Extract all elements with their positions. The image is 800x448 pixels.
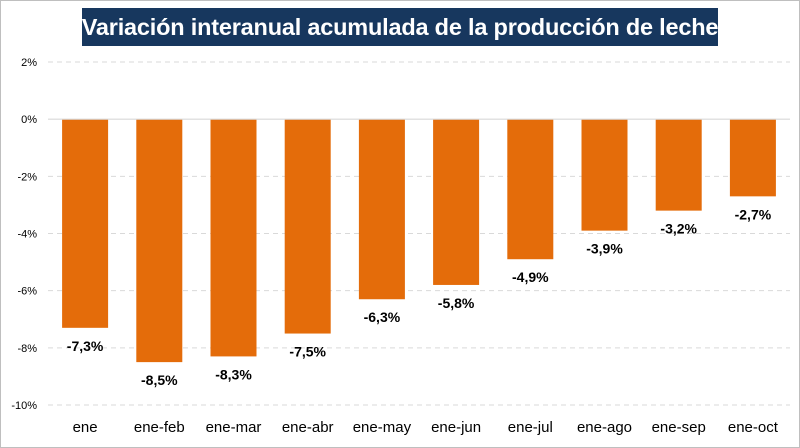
x-tick-label: ene-jun — [431, 419, 481, 436]
bar — [136, 119, 183, 363]
x-tick-label: ene-abr — [282, 419, 334, 436]
bar — [210, 119, 257, 357]
x-tick-label: ene-sep — [652, 419, 706, 436]
x-tick-label: ene-may — [353, 419, 412, 436]
x-tick-label: ene-oct — [728, 419, 779, 436]
data-label: -5,8% — [438, 295, 475, 311]
data-label: -7,5% — [289, 344, 326, 360]
y-tick-label: -2% — [17, 171, 37, 183]
y-tick-label: 0% — [21, 114, 37, 126]
x-tick-label: ene — [73, 419, 98, 436]
data-label: -8,3% — [215, 366, 252, 382]
bar — [581, 119, 628, 231]
y-tick-label: -8% — [17, 343, 37, 355]
data-label: -8,5% — [141, 372, 178, 388]
bar — [62, 119, 109, 328]
x-tick-label: ene-jul — [508, 419, 553, 436]
data-label: -4,9% — [512, 269, 549, 285]
bar — [358, 119, 405, 300]
data-label: -2,7% — [735, 206, 772, 222]
y-tick-label: -6% — [17, 286, 37, 298]
x-tick-label: ene-feb — [134, 419, 185, 436]
y-tick-label: 2% — [21, 57, 37, 69]
data-label: -7,3% — [67, 338, 104, 354]
bar — [507, 119, 554, 260]
bar — [433, 119, 480, 285]
data-label: -3,2% — [660, 221, 697, 237]
x-tick-label: ene-ago — [577, 419, 632, 436]
chart-title: Variación interanual acumulada de la pro… — [81, 13, 719, 40]
data-label: -3,9% — [586, 241, 623, 257]
x-tick-label: ene-mar — [206, 419, 262, 436]
bar — [655, 119, 702, 211]
bar — [729, 119, 776, 197]
chart-title-box: Variación interanual acumulada de la pro… — [82, 8, 718, 46]
y-tick-label: -4% — [17, 229, 37, 241]
data-label: -6,3% — [364, 309, 401, 325]
y-tick-label: -10% — [11, 400, 37, 412]
bar — [284, 119, 331, 334]
